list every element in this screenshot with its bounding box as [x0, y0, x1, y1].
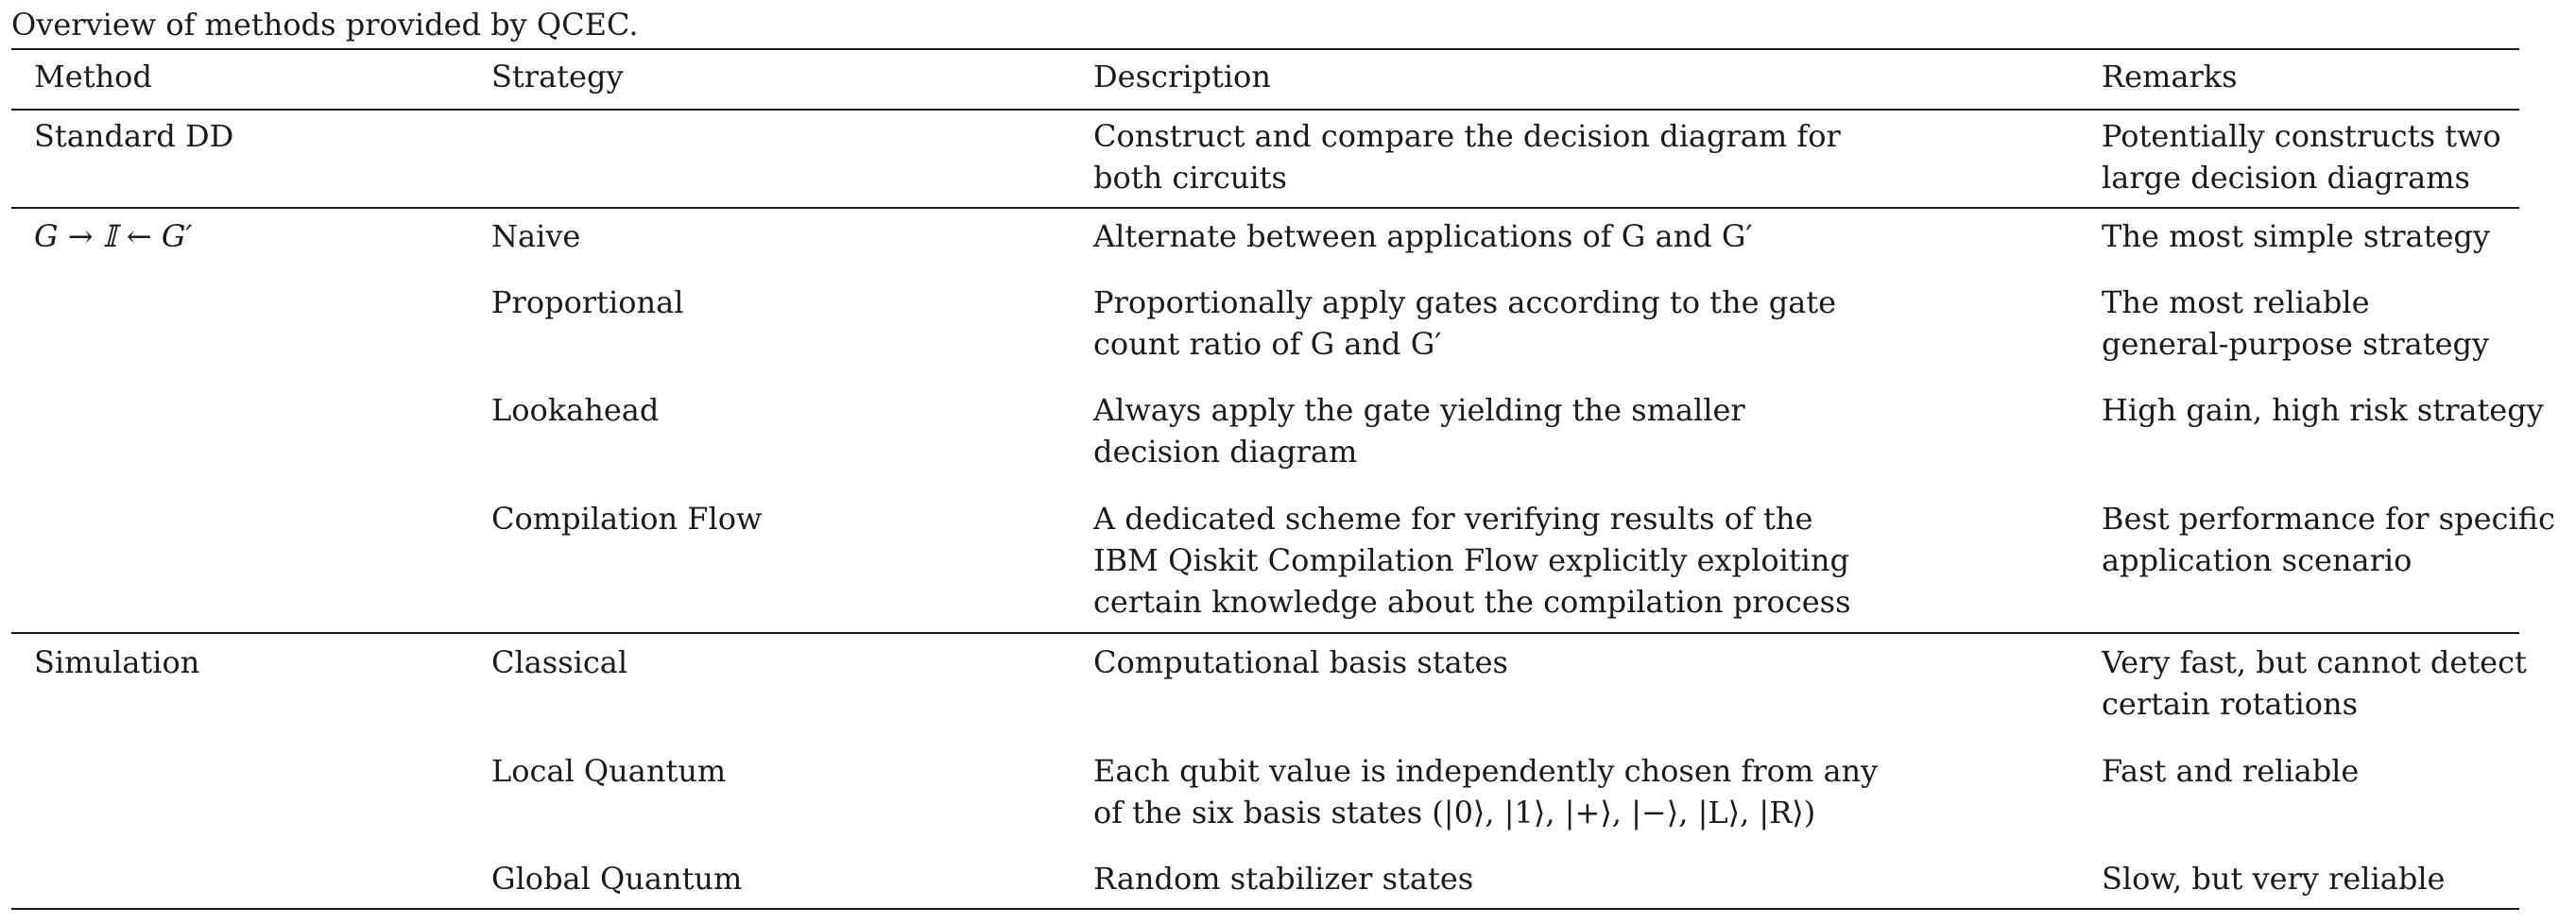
cell-strategy: Local Quantum: [491, 753, 727, 789]
cell-description: A dedicated scheme for verifying results…: [1093, 498, 1851, 623]
description-line: IBM Qiskit Compilation Flow explicitly e…: [1093, 542, 1849, 578]
cell-remarks: High gain, high risk strategy: [2102, 389, 2544, 431]
cell-strategy: Proportional: [491, 284, 684, 320]
cell-strategy: Lookahead: [491, 392, 660, 428]
table-bottom-rule: [11, 908, 2519, 910]
remarks-line: Potentially constructs two: [2102, 118, 2501, 154]
group-rule: [11, 632, 2519, 634]
cell-strategy: Naive: [491, 218, 581, 254]
remarks-line: Best performance for specific: [2102, 501, 2555, 537]
remarks-line: Very fast, but cannot detect: [2102, 644, 2527, 680]
description-line: Each qubit value is independently chosen…: [1093, 753, 1879, 789]
remarks-line: application scenario: [2102, 542, 2413, 578]
remarks-line: The most reliable: [2102, 284, 2370, 320]
description-line: Random stabilizer states: [1093, 861, 1474, 897]
remarks-line: general-purpose strategy: [2102, 326, 2490, 362]
remarks-line: The most simple strategy: [2102, 218, 2490, 254]
description-line: certain knowledge about the compilation …: [1093, 584, 1851, 620]
cell-description: Always apply the gate yielding the small…: [1093, 389, 1745, 472]
remarks-line: large decision diagrams: [2102, 160, 2470, 196]
cell-description: Computational basis states: [1093, 642, 1508, 683]
cell-remarks: Potentially constructs two large decisio…: [2102, 115, 2501, 198]
description-line: Alternate between applications of G and …: [1093, 218, 1753, 254]
header-method: Method: [34, 59, 152, 94]
header-remarks: Remarks: [2102, 59, 2238, 94]
cell-description: Random stabilizer states: [1093, 858, 1473, 899]
cell-remarks: Best performance for specific applicatio…: [2102, 498, 2555, 581]
cell-method: Simulation: [34, 644, 200, 680]
cell-remarks: Slow, but very reliable: [2102, 858, 2445, 899]
description-line: A dedicated scheme for verifying results…: [1093, 501, 1813, 537]
description-line: decision diagram: [1093, 434, 1358, 470]
cell-remarks: Very fast, but cannot detect certain rot…: [2102, 642, 2527, 725]
remarks-line: Fast and reliable: [2102, 753, 2360, 789]
table-top-rule: [11, 48, 2519, 50]
description-line: Always apply the gate yielding the small…: [1093, 392, 1745, 428]
cell-method: G → 𝕀 ← G′: [34, 218, 193, 254]
description-line: Proportionally apply gates according to …: [1093, 284, 1837, 320]
header-description: Description: [1093, 59, 1271, 94]
header-rule: [11, 109, 2519, 111]
remarks-line: Slow, but very reliable: [2102, 861, 2446, 897]
cell-description: Proportionally apply gates according to …: [1093, 282, 1836, 365]
cell-description: Construct and compare the decision diagr…: [1093, 115, 1841, 198]
cell-description: Alternate between applications of G and …: [1093, 215, 1753, 257]
cell-remarks: The most reliable general-purpose strate…: [2102, 282, 2489, 365]
cell-remarks: The most simple strategy: [2102, 215, 2490, 257]
remarks-line: High gain, high risk strategy: [2102, 392, 2544, 428]
description-line: both circuits: [1093, 160, 1287, 196]
description-line: Computational basis states: [1093, 644, 1508, 680]
cell-strategy: Classical: [491, 644, 628, 680]
description-line: of the six basis states (|0⟩, |1⟩, |+⟩, …: [1093, 795, 1816, 830]
cell-description: Each qubit value is independently chosen…: [1093, 750, 1878, 833]
group-rule: [11, 207, 2519, 209]
table-caption: Overview of methods provided by QCEC.: [11, 7, 639, 43]
cell-strategy: Global Quantum: [491, 861, 743, 897]
description-line: count ratio of G and G′: [1093, 326, 1442, 362]
cell-remarks: Fast and reliable: [2102, 750, 2359, 792]
cell-method: Standard DD: [34, 118, 234, 154]
description-line: Construct and compare the decision diagr…: [1093, 118, 1841, 154]
cell-strategy: Compilation Flow: [491, 501, 763, 537]
remarks-line: certain rotations: [2102, 686, 2358, 722]
header-strategy: Strategy: [491, 59, 624, 94]
